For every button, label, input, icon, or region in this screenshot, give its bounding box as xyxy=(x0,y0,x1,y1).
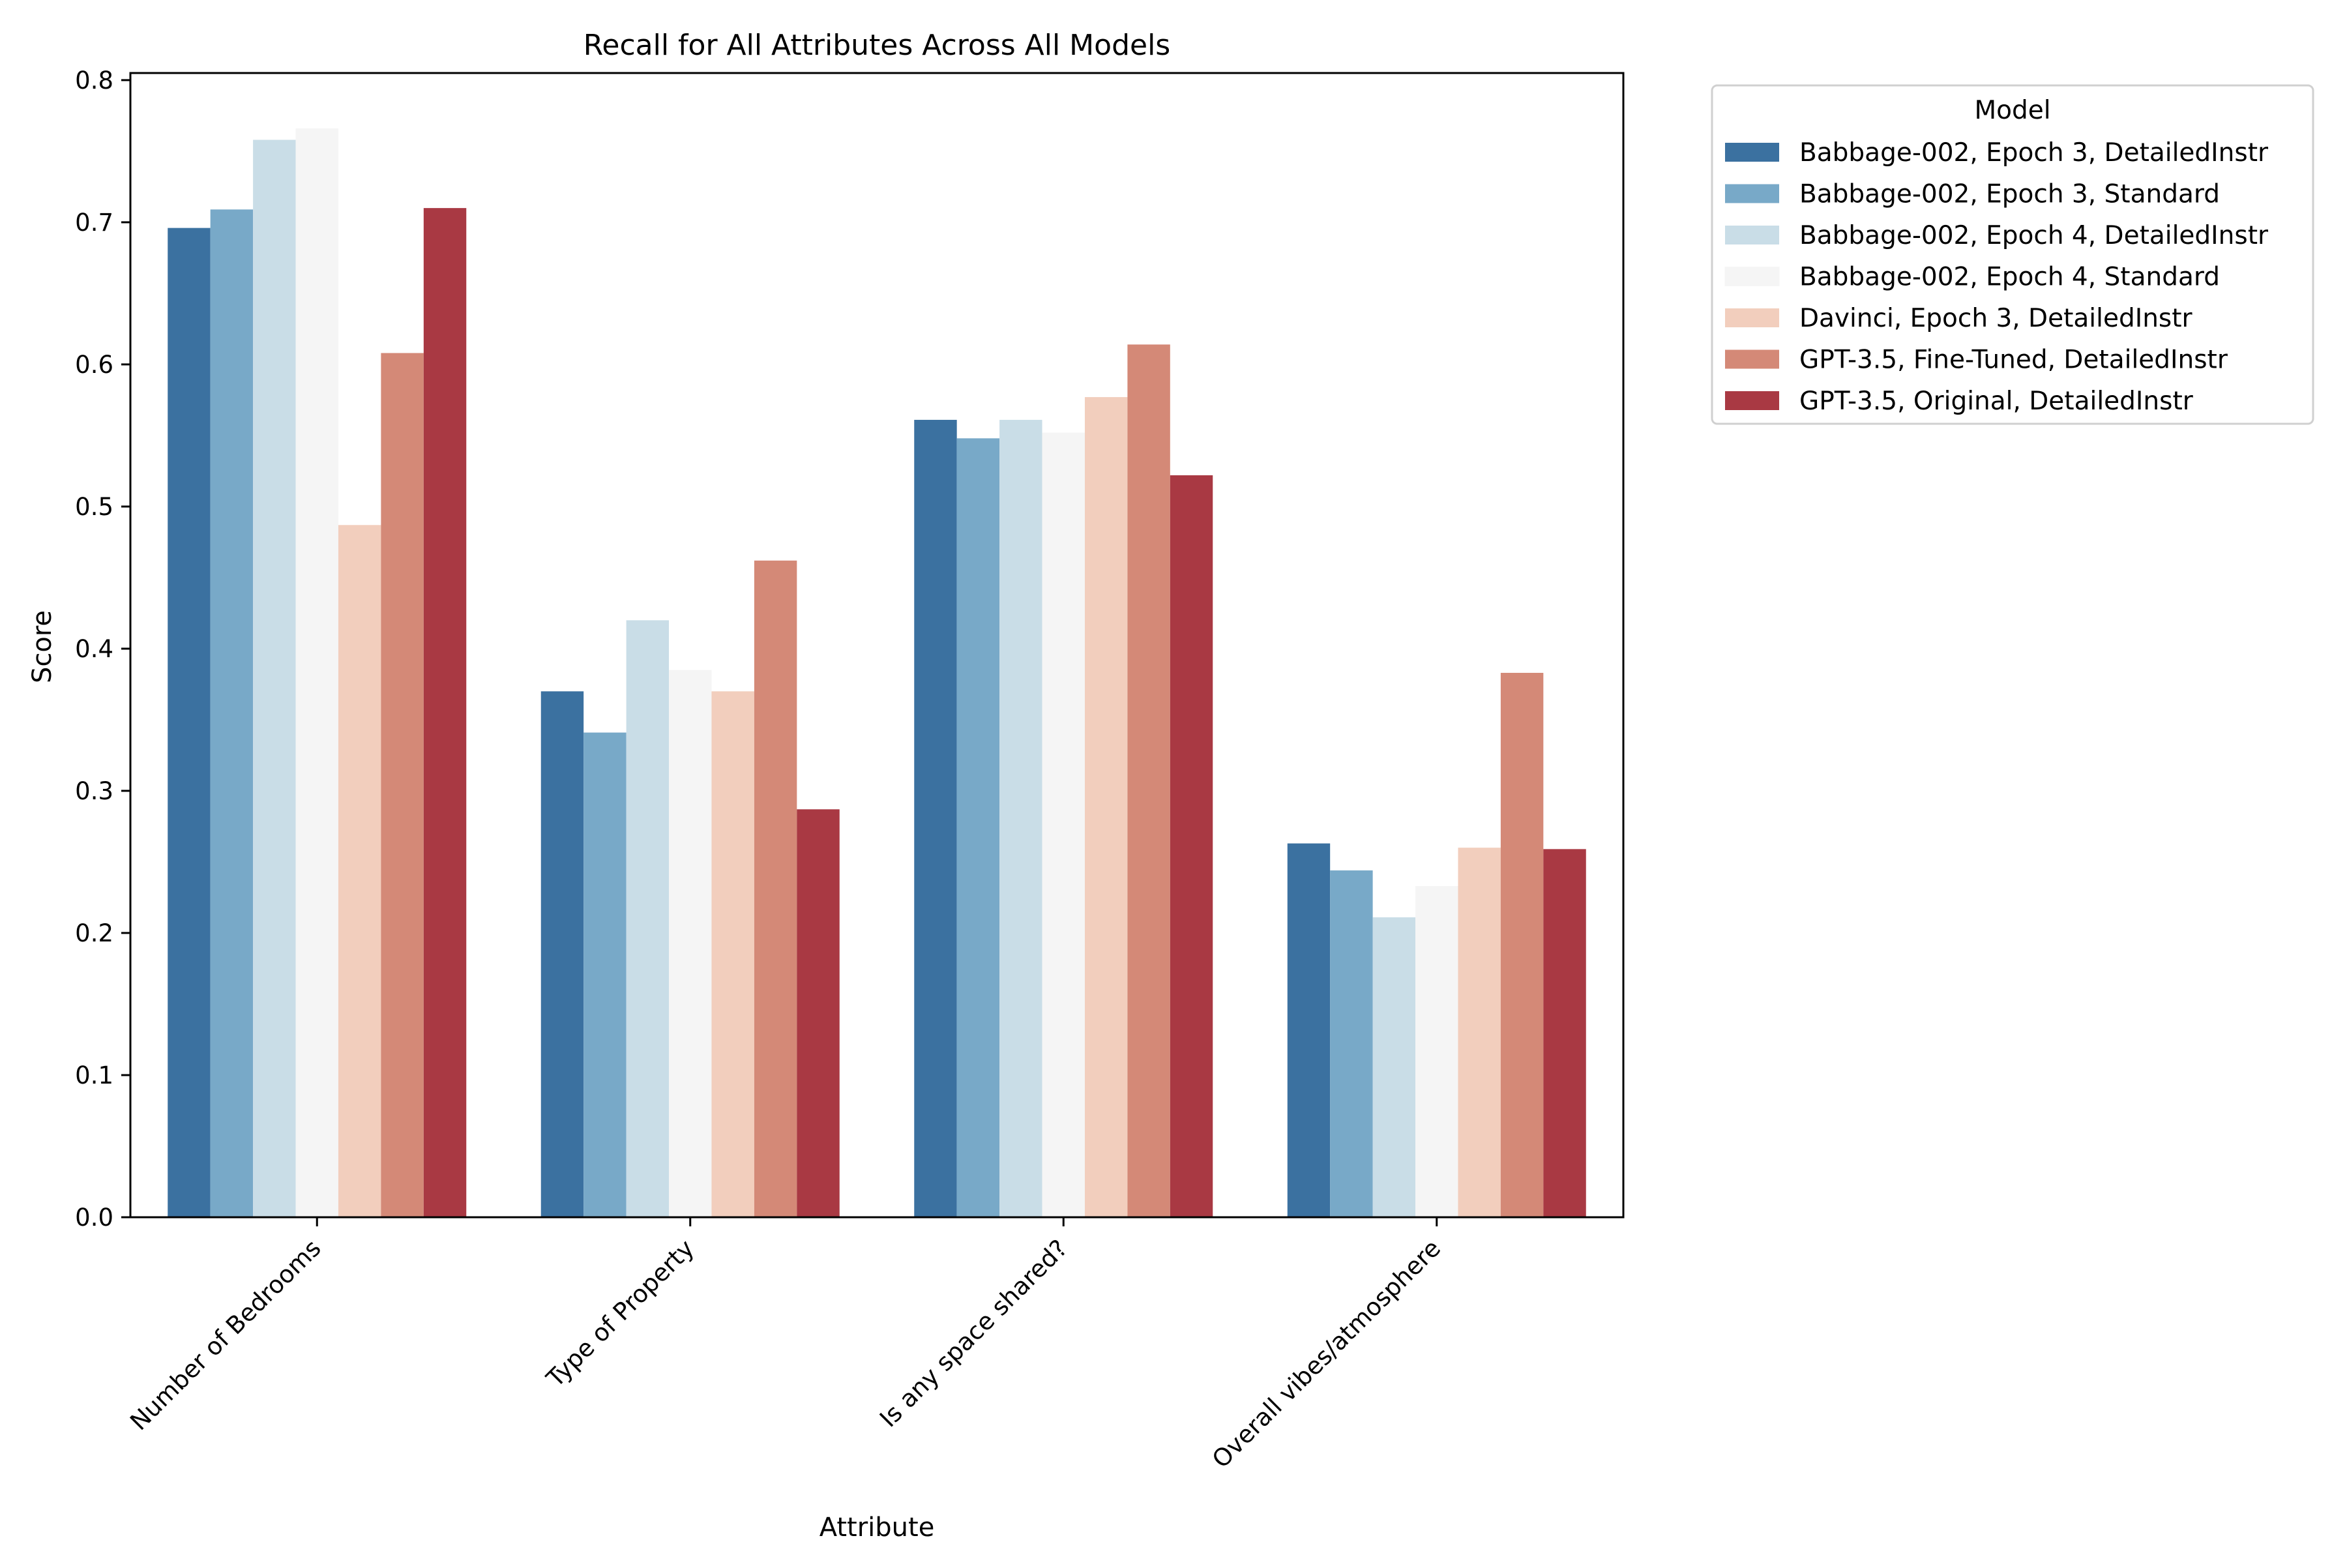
bar xyxy=(210,209,254,1217)
bar xyxy=(626,620,670,1217)
y-tick-label: 0.2 xyxy=(75,919,113,947)
y-tick-label: 0.7 xyxy=(75,209,113,237)
bar xyxy=(1543,849,1586,1217)
bar xyxy=(669,670,712,1217)
legend-swatch xyxy=(1725,143,1779,162)
legend-swatch xyxy=(1725,226,1779,244)
bar xyxy=(914,419,957,1217)
legend-entry-label: GPT-3.5, Original, DetailedInstr xyxy=(1799,387,2194,416)
bar xyxy=(1084,397,1128,1217)
legend-swatch xyxy=(1725,349,1779,369)
bar xyxy=(1458,848,1501,1217)
legend-entry-label: Babbage-002, Epoch 4, DetailedInstr xyxy=(1799,221,2269,250)
legend-swatch xyxy=(1725,391,1779,410)
bar xyxy=(754,560,797,1217)
y-axis: 0.0 0.1 0.2 0.3 0.4 0.5 0.6 0.7 0.8 xyxy=(75,67,130,1232)
y-tick-label: 0.4 xyxy=(75,635,113,663)
bar xyxy=(956,438,1000,1217)
legend-title: Model xyxy=(1974,96,2050,125)
bar xyxy=(1500,673,1544,1217)
legend-entry-label: Babbage-002, Epoch 3, DetailedInstr xyxy=(1799,138,2269,168)
bar xyxy=(1127,344,1170,1217)
legend-frame xyxy=(1711,84,2314,425)
plot-frame xyxy=(129,72,1625,1219)
legend-swatch xyxy=(1725,308,1779,327)
bar xyxy=(253,140,296,1218)
y-axis-label: Score xyxy=(27,610,57,683)
x-axis-label: Attribute xyxy=(819,1513,935,1543)
y-tick-label: 0.1 xyxy=(75,1061,113,1089)
bar xyxy=(295,128,338,1217)
bar xyxy=(1330,870,1373,1217)
legend-swatch xyxy=(1725,184,1779,203)
bar xyxy=(1372,917,1416,1217)
bar xyxy=(338,525,381,1217)
y-tick-label: 0.5 xyxy=(75,493,113,521)
bar xyxy=(1170,475,1213,1218)
chart-title: Recall for All Attributes Across All Mod… xyxy=(583,29,1170,62)
bar xyxy=(583,732,627,1217)
bar xyxy=(1042,432,1085,1217)
legend-swatch xyxy=(1724,267,1780,286)
y-tick-label: 0.8 xyxy=(75,67,113,95)
legend-entry-label: Davinci, Epoch 3, DetailedInstr xyxy=(1799,304,2193,333)
bar xyxy=(1415,886,1458,1217)
bar xyxy=(168,228,211,1217)
legend-entry-label: Babbage-002, Epoch 3, Standard xyxy=(1799,180,2220,209)
bar xyxy=(1287,843,1331,1217)
bar xyxy=(711,691,754,1217)
bars-layer xyxy=(168,128,1586,1218)
bar xyxy=(423,208,467,1217)
legend-entry-label: GPT-3.5, Fine-Tuned, DetailedInstr xyxy=(1799,346,2228,375)
legend-entry-label: Babbage-002, Epoch 4, Standard xyxy=(1799,263,2220,292)
bar xyxy=(381,353,424,1217)
bar xyxy=(999,419,1042,1217)
y-tick-label: 0.3 xyxy=(75,777,113,805)
y-tick-label: 0.6 xyxy=(75,351,113,379)
y-tick-label: 0.0 xyxy=(75,1204,113,1232)
bar xyxy=(797,809,840,1217)
legend: Model Babbage-002, Epoch 3, DetailedInstr… xyxy=(1711,84,2314,425)
bar xyxy=(540,691,584,1217)
